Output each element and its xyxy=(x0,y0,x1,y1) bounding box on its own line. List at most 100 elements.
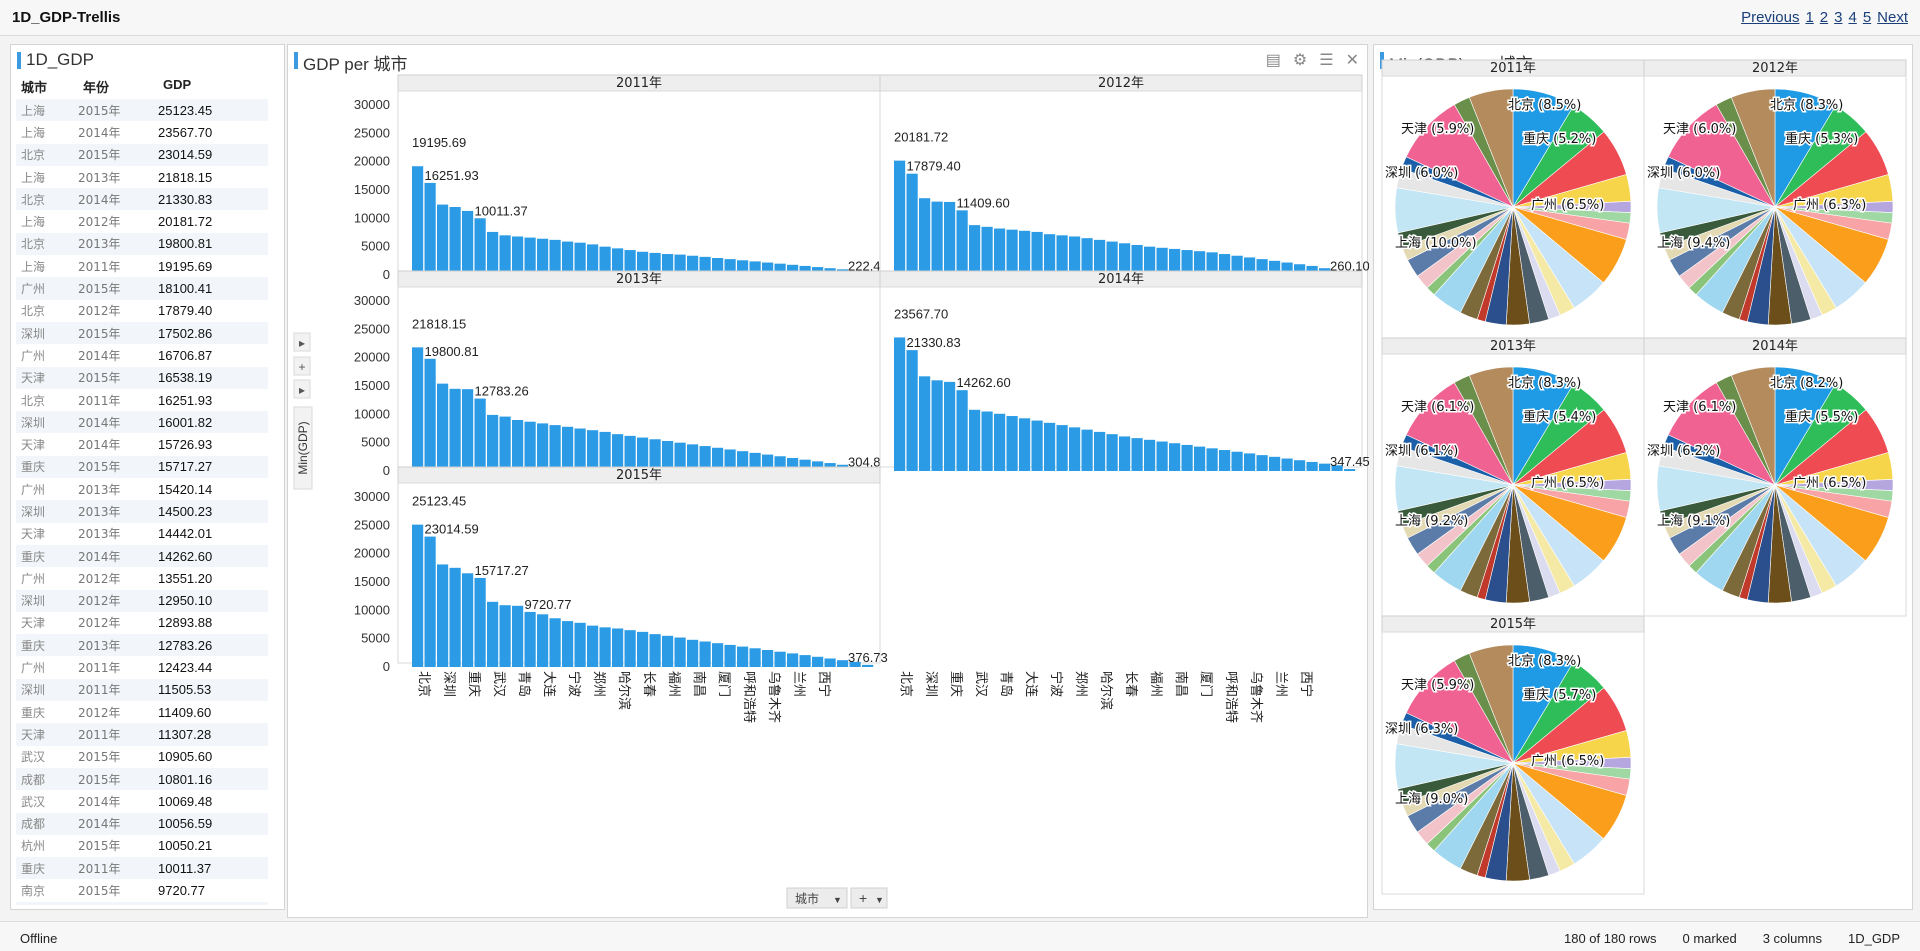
bar xyxy=(612,248,624,275)
table-row[interactable]: 上海 2014年 23567.70 xyxy=(16,121,268,143)
list-icon[interactable]: ☰ xyxy=(1319,52,1334,69)
pager-previous[interactable]: Previous xyxy=(1741,9,1800,26)
cell-year: 2014年 xyxy=(78,549,121,564)
table-row[interactable]: 武汉 2014年 10069.48 xyxy=(16,790,268,812)
x-tick-label: 青岛 xyxy=(998,671,1014,697)
bar xyxy=(562,241,574,275)
cell-year: 2014年 xyxy=(78,817,121,832)
pager-page-2[interactable]: 2 xyxy=(1819,9,1829,26)
bar xyxy=(994,413,1006,471)
bar xyxy=(1231,451,1243,471)
table-row[interactable]: 深圳 2011年 11505.53 xyxy=(16,678,268,702)
bar xyxy=(624,250,636,275)
table-row[interactable]: 深圳 2012年 12950.10 xyxy=(16,589,268,612)
table-row[interactable]: 上海 2012年 20181.72 xyxy=(16,210,268,232)
table-row[interactable]: 天津 2011年 11307.28 xyxy=(16,723,268,746)
table-row[interactable]: 深圳 2015年 17502.86 xyxy=(16,321,268,345)
cell-city: 广州 xyxy=(21,348,46,363)
document-icon[interactable]: ▤ xyxy=(1265,52,1281,69)
pie-slice xyxy=(1730,366,1776,486)
table-row[interactable]: 重庆 2014年 14262.60 xyxy=(16,544,268,568)
table-row[interactable]: 上海 2013年 21818.15 xyxy=(16,166,268,188)
bar xyxy=(412,166,424,275)
cell-gdp: 16706.87 xyxy=(158,347,213,363)
table-row[interactable]: 深圳 2014年 16001.82 xyxy=(16,411,268,434)
table-row[interactable]: 重庆 2015年 15717.27 xyxy=(16,455,268,479)
y-tick-label: 5000 xyxy=(361,435,390,450)
close-icon[interactable]: ✕ xyxy=(1345,52,1359,69)
bar xyxy=(499,416,511,471)
bar xyxy=(674,637,686,667)
bar xyxy=(1206,252,1218,275)
table-row[interactable]: 北京 2013年 19800.81 xyxy=(16,232,268,256)
bar xyxy=(749,452,761,471)
x-tick-label: 长春 xyxy=(641,671,656,697)
pie-data-label: 北京 (8.3%) xyxy=(1770,98,1843,113)
cell-city: 北京 xyxy=(21,393,46,408)
column-header-city[interactable]: 城市 xyxy=(21,80,48,95)
bar xyxy=(762,454,774,471)
pager-page-3[interactable]: 3 xyxy=(1834,9,1843,26)
table-row[interactable]: 杭州 2015年 10050.21 xyxy=(16,835,268,857)
bar xyxy=(1019,418,1031,471)
table-row[interactable]: 北京 2015年 23014.59 xyxy=(16,143,268,166)
table-row[interactable]: 重庆 2013年 12783.26 xyxy=(16,634,268,657)
table-row[interactable]: 北京 2012年 17879.40 xyxy=(16,300,268,322)
table-row[interactable]: 上海 2011年 19195.69 xyxy=(16,255,268,277)
pager-next[interactable]: Next xyxy=(1877,9,1908,26)
bar xyxy=(1144,246,1156,275)
bar xyxy=(919,376,931,471)
gear-icon[interactable]: ⚙ xyxy=(1292,52,1308,69)
table-row[interactable]: 武汉 2015年 10905.60 xyxy=(16,746,268,768)
pager-page-5[interactable]: 5 xyxy=(1862,9,1872,26)
pie-data-label: 天津 (6.1%) xyxy=(1401,400,1474,415)
pie-data-label: 北京 (8.5%) xyxy=(1508,98,1581,113)
table-row[interactable]: 广州 2013年 15420.14 xyxy=(16,478,268,500)
table-row[interactable]: 广州 2015年 18100.41 xyxy=(16,277,268,300)
table-row[interactable]: 北京 2011年 16251.93 xyxy=(16,389,268,411)
bar xyxy=(1069,236,1081,275)
table-row[interactable]: 天津 2015年 16538.19 xyxy=(16,366,268,389)
column-header-gdp[interactable]: GDP xyxy=(163,77,192,92)
table-body[interactable]: 上海 2015年 25123.45 上海 2014年 23567.70 北京 2015年 230… xyxy=(16,99,268,905)
table-row[interactable]: 上海 2015年 25123.45 xyxy=(16,99,268,122)
table-row[interactable]: 广州 2014年 16706.87 xyxy=(16,344,268,366)
column-header-year[interactable]: 年份 xyxy=(83,80,110,95)
bar xyxy=(1319,463,1331,471)
bar xyxy=(437,383,449,471)
side-control-glyph: ▸ xyxy=(299,336,305,350)
bar xyxy=(512,236,524,275)
bar xyxy=(737,646,749,667)
y-tick-label: 10000 xyxy=(354,406,390,421)
table-row[interactable]: 成都 2015年 10801.16 xyxy=(16,767,268,791)
bar xyxy=(774,263,786,275)
table-row[interactable]: 天津 2014年 15726.93 xyxy=(16,433,268,455)
cell-year: 2014年 xyxy=(78,348,121,363)
cell-city: 深圳 xyxy=(21,504,46,519)
table-row[interactable]: 重庆 2011年 10011.37 xyxy=(16,857,268,880)
status-bar: Offline 180 of 180 rows 0 marked 3 colum… xyxy=(0,921,1920,951)
table-row[interactable]: 天津 2013年 14442.01 xyxy=(16,523,268,545)
table-row[interactable]: 青岛2015年9300.07 xyxy=(16,901,268,905)
cell-year: 2015年 xyxy=(78,772,121,787)
x-tick-label: 长春 xyxy=(1123,671,1138,697)
chevron-down-icon: ▼ xyxy=(875,895,884,905)
table-row[interactable]: 北京 2014年 21330.83 xyxy=(16,188,268,211)
y-tick-label: 10000 xyxy=(354,602,390,617)
pager-page-1[interactable]: 1 xyxy=(1805,9,1814,26)
x-tick-label: 厦门 xyxy=(716,671,731,697)
table-row[interactable]: 成都 2014年 10056.59 xyxy=(16,812,268,835)
table-row[interactable]: 重庆 2012年 11409.60 xyxy=(16,701,268,723)
bar xyxy=(1044,234,1056,275)
cell-year: 2015年 xyxy=(78,460,121,475)
table-row[interactable]: 南京 2015年 9720.77 xyxy=(16,879,268,901)
table-row[interactable]: 广州 2012年 13551.20 xyxy=(16,567,268,589)
cell-gdp: 14500.23 xyxy=(158,503,213,519)
pager-page-4[interactable]: 4 xyxy=(1848,9,1857,26)
x-tick-label: 北京 xyxy=(898,671,913,697)
table-row[interactable]: 广州 2011年 12423.44 xyxy=(16,656,268,678)
table-row[interactable]: 天津 2012年 12893.88 xyxy=(16,612,268,634)
cell-year: 2011年 xyxy=(78,393,121,408)
table-row[interactable]: 深圳 2013年 14500.23 xyxy=(16,500,268,523)
